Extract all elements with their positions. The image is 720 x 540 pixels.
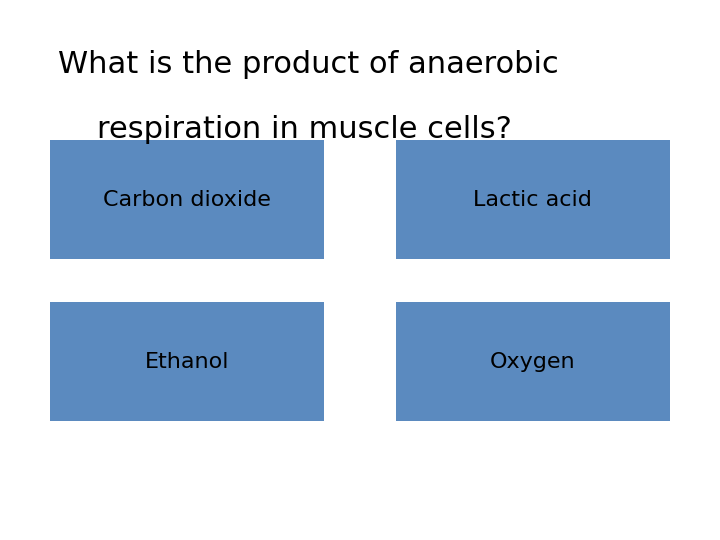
FancyBboxPatch shape <box>50 140 324 259</box>
Text: Oxygen: Oxygen <box>490 352 575 372</box>
Text: Carbon dioxide: Carbon dioxide <box>103 190 271 210</box>
Text: respiration in muscle cells?: respiration in muscle cells? <box>58 115 511 144</box>
Text: Ethanol: Ethanol <box>145 352 230 372</box>
FancyBboxPatch shape <box>396 302 670 421</box>
Text: Lactic acid: Lactic acid <box>473 190 593 210</box>
Text: What is the product of anaerobic: What is the product of anaerobic <box>58 50 558 79</box>
FancyBboxPatch shape <box>50 302 324 421</box>
FancyBboxPatch shape <box>396 140 670 259</box>
